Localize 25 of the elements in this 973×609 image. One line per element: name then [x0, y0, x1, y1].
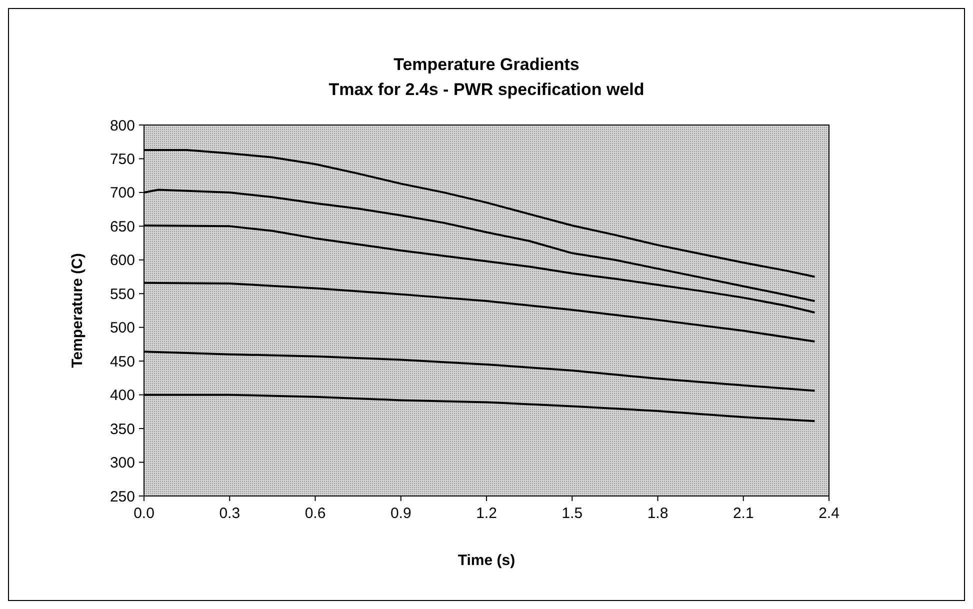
- y-tick-label: 400: [110, 387, 135, 404]
- x-axis-title: Time (s): [458, 552, 516, 569]
- y-tick-label: 550: [110, 286, 135, 303]
- x-tick-label: 2.4: [818, 505, 840, 522]
- chart-title: Temperature Gradients: [394, 55, 580, 74]
- y-tick-label: 750: [110, 150, 135, 168]
- x-tick-label: 0.0: [134, 505, 154, 522]
- y-tick-label: 350: [110, 420, 135, 438]
- y-tick-label: 800: [110, 117, 135, 134]
- x-tick-label: 0.3: [219, 505, 240, 522]
- y-tick-label: 650: [110, 218, 135, 236]
- y-tick-label: 300: [110, 454, 135, 472]
- y-tick-label: 500: [110, 320, 135, 337]
- y-tick-label: 250: [110, 488, 135, 506]
- chart-subtitle: Tmax for 2.4s - PWR specification weld: [328, 80, 644, 99]
- x-tick-label: 1.5: [562, 505, 583, 522]
- x-tick-label: 0.6: [304, 505, 326, 522]
- x-tick-label: 1.8: [647, 505, 668, 522]
- x-tick-label: 2.1: [732, 505, 754, 522]
- y-tick-label: 450: [110, 353, 135, 370]
- x-tick-label: 1.2: [476, 505, 497, 522]
- x-tick-label: 0.9: [390, 505, 412, 522]
- y-tick-label: 600: [110, 252, 135, 270]
- y-tick-label: 700: [110, 184, 135, 202]
- y-axis-title: Temperature (C): [69, 253, 86, 368]
